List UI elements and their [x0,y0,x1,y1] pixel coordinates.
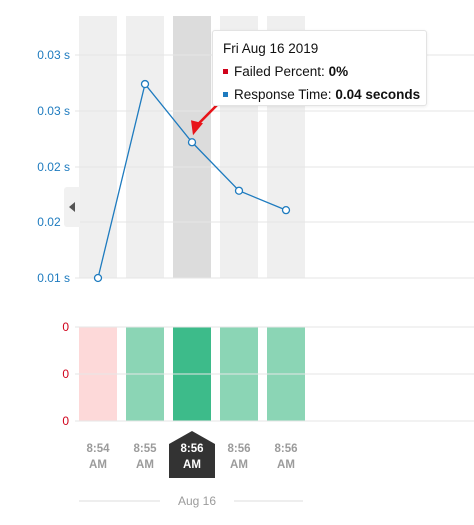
chevron-left-icon [69,202,75,212]
response-time-point[interactable] [140,79,150,89]
response-legend-icon [223,91,228,97]
tooltip-row-response: Response Time: 0.04 seconds [223,83,426,106]
tooltip-title: Fri Aug 16 2019 [223,41,319,56]
column-band[interactable] [173,16,211,278]
y-tick-label: 0 [62,320,69,334]
response-time-point[interactable] [234,186,244,195]
x-tick-time: 8:54 [86,443,110,455]
annotation-arrow-shaft [195,102,220,127]
x-tick-ampm: AM [230,459,248,471]
tooltip-response-label: Response Time: [234,87,332,102]
y-tick-label: 0 [62,367,69,381]
y-tick-label: 0.01 s [37,271,70,285]
x-tick-ampm: AM [136,459,154,471]
column-band[interactable] [126,16,164,278]
x-tick-time: 8:56 [227,443,250,455]
tooltip-response-value: 0.04 seconds [335,87,421,102]
x-tick-time: 8:56 [180,443,203,455]
response-time-point[interactable] [281,205,291,215]
x-tick-ampm: AM [89,459,107,471]
x-tick-ampm: AM [183,459,201,471]
date-label: Aug 16 [178,494,216,508]
response-time-point[interactable] [187,138,197,147]
column-band[interactable] [79,16,117,278]
tooltip-failed-value: 0% [328,64,349,79]
response-time-point[interactable] [93,273,103,283]
y-tick-label: 0.03 s [37,48,70,62]
failed-legend-icon [223,68,228,74]
y-tick-label: 0 [62,414,69,428]
y-tick-label: 0.02 s [37,160,70,174]
chart-tooltip: Fri Aug 16 2019 Failed Percent: 0% Respo… [212,30,427,106]
x-tick-time: 8:55 [133,443,157,455]
collapse-panel-button[interactable] [64,187,80,227]
annotation-arrow-head [191,120,203,136]
y-tick-label: 0.02 s [37,215,70,229]
x-tick-time: 8:56 [274,443,297,455]
tooltip-failed-label: Failed Percent: [234,64,325,79]
tooltip-row-failed: Failed Percent: 0% [223,60,426,83]
x-tick-ampm: AM [277,459,295,471]
selected-time-marker[interactable] [169,431,215,478]
y-tick-label: 0.03 s [37,104,70,118]
